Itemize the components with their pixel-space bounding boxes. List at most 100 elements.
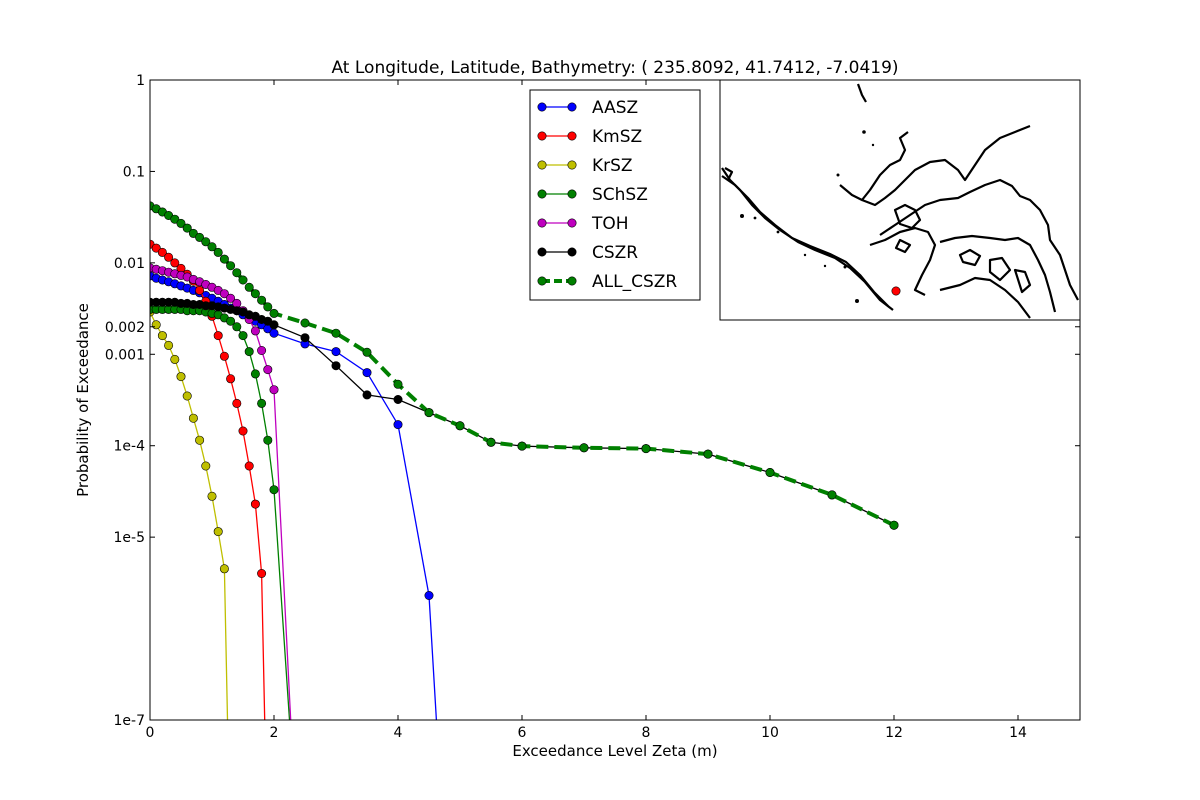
data-point-all-cszr (244, 282, 254, 292)
legend-items: AASZ KmSZ KrSZ SChSZ TOH CSZR ALL_CSZR (537, 98, 677, 292)
legend-marker (537, 247, 547, 257)
series-layer (150, 201, 899, 720)
data-point-krsz (170, 354, 180, 364)
legend-marker (567, 218, 577, 228)
legend-item-kmsz: KmSZ (537, 127, 642, 147)
data-point-kmsz (170, 258, 180, 268)
data-point-all-cszr (213, 247, 223, 257)
legend-item-schsz: SChSZ (537, 185, 648, 205)
legend-item-toh: TOH (537, 214, 629, 234)
y-tick-label: 1e-7 (114, 713, 145, 729)
series-schsz (150, 304, 291, 720)
data-point-kmsz (157, 247, 167, 257)
x-tick-label: 4 (394, 725, 403, 741)
data-point-schsz (250, 369, 260, 379)
y-tick-label: 1e-5 (114, 530, 145, 546)
legend-marker (537, 218, 547, 228)
data-point-krsz (176, 372, 186, 382)
data-point-all-cszr (195, 232, 205, 242)
data-point-toh (219, 289, 229, 299)
data-point-all-cszr (300, 318, 310, 328)
data-point-aasz (269, 328, 279, 338)
x-axis: 0 2 4 6 8 10 12 14 (146, 80, 1027, 741)
data-point-all-cszr (226, 261, 236, 271)
data-point-cszr (269, 320, 279, 330)
data-point-toh (257, 345, 267, 355)
data-point-krsz (157, 331, 167, 341)
data-point-all-cszr (182, 223, 192, 233)
legend-label: CSZR (592, 243, 638, 263)
data-point-all-cszr (207, 242, 217, 252)
y-tick-label: 0.002 (105, 320, 145, 336)
data-point-all-cszr (362, 347, 372, 357)
legend-marker (567, 160, 577, 170)
legend-label: ALL_CSZR (592, 272, 677, 292)
plot-frame (149, 79, 1081, 721)
data-point-schsz (232, 322, 242, 332)
data-point-krsz (151, 320, 161, 330)
data-point-aasz (424, 590, 434, 600)
data-point-aasz (393, 420, 403, 430)
data-point-krsz (188, 413, 198, 423)
inset-map (719, 79, 1081, 321)
legend-marker (537, 276, 547, 286)
y-tick-label: 0.01 (114, 256, 145, 272)
x-tick-label: 2 (270, 725, 279, 741)
legend: AASZ KmSZ KrSZ SChSZ TOH CSZR ALL_CSZR (529, 89, 701, 301)
x-tick-label: 6 (518, 725, 527, 741)
data-point-all-cszr (517, 441, 527, 451)
data-point-krsz (219, 564, 229, 574)
data-point-all-cszr (486, 437, 496, 447)
data-point-schsz (226, 316, 236, 326)
y-tick-label: 1e-4 (114, 439, 146, 455)
data-point-krsz (164, 340, 174, 350)
legend-label: TOH (591, 214, 629, 234)
x-tick-label: 12 (885, 725, 903, 741)
y-tick-label: 1 (136, 73, 145, 89)
data-point-kmsz (151, 243, 161, 253)
data-point-kmsz (257, 568, 267, 578)
legend-item-cszr: CSZR (537, 243, 638, 263)
data-point-all-cszr (238, 275, 248, 285)
data-point-kmsz (238, 426, 248, 436)
x-tick-label: 10 (761, 725, 779, 741)
data-point-all-cszr (257, 295, 267, 305)
data-point-all-cszr (176, 218, 186, 228)
x-tick-label: 0 (146, 725, 155, 741)
data-point-aasz (331, 347, 341, 357)
data-point-schsz (238, 331, 248, 341)
legend-label: AASZ (592, 98, 638, 118)
map-islands (740, 130, 875, 303)
y-tick-label: 0.1 (123, 164, 145, 180)
data-point-kmsz (244, 461, 254, 471)
data-point-all-cszr (232, 268, 242, 278)
data-point-all-cszr (641, 444, 651, 454)
legend-marker (537, 160, 547, 170)
data-point-all-cszr (579, 443, 589, 453)
inset-map-frame (719, 79, 1081, 321)
series-toh (150, 263, 292, 720)
data-point-kmsz (213, 331, 223, 341)
legend-marker (537, 102, 547, 112)
data-point-cszr (300, 333, 310, 343)
data-point-kmsz (164, 252, 174, 262)
series-all-cszr (150, 201, 899, 530)
legend-marker (567, 189, 577, 199)
legend-marker (567, 131, 577, 141)
data-point-aasz (362, 368, 372, 378)
data-point-toh (269, 385, 279, 395)
legend-label: SChSZ (592, 185, 648, 205)
data-point-all-cszr (170, 214, 180, 224)
data-point-krsz (182, 391, 192, 401)
coastline (721, 83, 1079, 319)
data-point-kmsz (226, 374, 236, 384)
data-point-cszr (393, 394, 403, 404)
plot-area (149, 79, 1081, 721)
data-point-cszr (331, 361, 341, 371)
y-axis: 1e-7 1e-5 1e-4 0.001 0.002 0.01 0.1 1 (105, 73, 1080, 729)
data-point-kmsz (232, 398, 242, 408)
data-point-all-cszr (269, 308, 279, 318)
data-point-kmsz (219, 351, 229, 361)
chart-title: At Longitude, Latitude, Bathymetry: ( 23… (331, 58, 898, 78)
